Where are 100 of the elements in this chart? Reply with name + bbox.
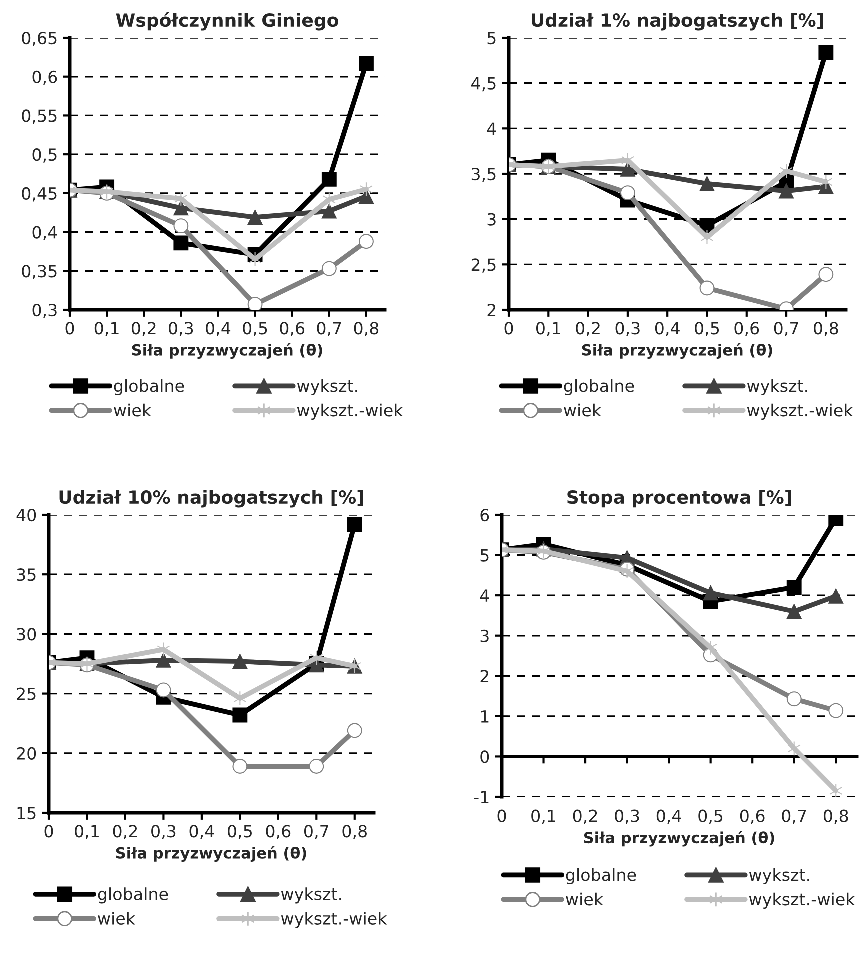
legend-label: wykszt. — [749, 868, 810, 885]
legend-label: wiek — [564, 404, 602, 417]
point — [174, 218, 189, 234]
legend-label: globalne — [114, 379, 184, 396]
point — [322, 261, 337, 276]
legend-label: wykszt.-wiek — [281, 912, 388, 928]
point — [232, 759, 248, 774]
x-tick-label: 0,2 — [573, 810, 598, 824]
point — [779, 184, 794, 199]
y-tick-label: 4,5 — [472, 78, 496, 92]
y-tick-label: -1 — [474, 791, 489, 804]
y-tick-label: 1 — [481, 710, 489, 723]
y-tick-label: 40 — [16, 508, 36, 522]
x-tick-label: 0,6 — [734, 322, 760, 336]
x-tick-label: 0 — [504, 322, 514, 335]
y-tick-label: 5 — [480, 549, 489, 562]
y-tick-label: 0,3 — [32, 304, 57, 318]
y-tick-label: 0,6 — [32, 70, 58, 86]
point — [310, 650, 324, 666]
y-tick-label: 2 — [480, 670, 489, 682]
legend-label: globalne — [566, 868, 636, 885]
legend-label: wykszt.-wiek — [749, 892, 856, 909]
x-tick-label: 0,6 — [740, 810, 765, 824]
point — [232, 708, 248, 723]
point — [828, 703, 844, 718]
y-tick-label: 0,5 — [32, 148, 57, 163]
point — [248, 210, 263, 225]
point — [620, 186, 636, 201]
legend-label: wykszt. — [281, 888, 342, 904]
point — [704, 640, 718, 656]
x-tick-label: 0,8 — [814, 322, 838, 336]
point — [830, 783, 843, 797]
legend-label: globalne — [564, 379, 634, 396]
x-tick-label: 0,8 — [824, 810, 848, 824]
point — [700, 280, 715, 296]
legend-label: wykszt.-wiek — [747, 404, 854, 420]
point — [156, 682, 172, 698]
point — [818, 267, 834, 282]
point — [620, 162, 636, 177]
point — [174, 236, 189, 251]
x-tick-label: 0,4 — [190, 825, 214, 840]
x-tick-label: 0,2 — [132, 322, 156, 336]
point — [322, 172, 337, 187]
point — [347, 517, 362, 532]
legend-label: wiek — [98, 912, 136, 925]
y-tick-label: 2 — [488, 304, 496, 316]
y-tick-label: 0,4 — [32, 226, 58, 241]
y-tick-label: 4 — [480, 590, 490, 602]
chart-title: Stopa procentowa [%] — [568, 490, 792, 508]
y-tick-label: 3,5 — [472, 168, 496, 182]
x-tick-label: 0,7 — [782, 810, 806, 824]
x-tick-label: 0,3 — [152, 825, 176, 840]
y-tick-label: 35 — [17, 568, 36, 582]
y-tick-label: 4 — [487, 122, 496, 135]
x-tick-label: 0,7 — [317, 322, 342, 336]
x-tick-label: 0,5 — [695, 322, 720, 336]
x-tick-label: 0,2 — [113, 825, 138, 840]
x-tick-label: 0,7 — [774, 322, 798, 336]
point — [232, 654, 248, 670]
x-tick-label: 0,4 — [655, 322, 680, 336]
point — [174, 200, 189, 216]
x-tick-label: 0,1 — [94, 322, 119, 336]
x-tick-label: 0,1 — [536, 322, 560, 336]
x-tick-label: 0,1 — [75, 825, 99, 840]
y-tick-label: 0,45 — [22, 187, 57, 202]
legend-label: wykszt. — [297, 379, 358, 396]
point — [157, 642, 170, 658]
x-tick-label: 0,7 — [304, 825, 328, 840]
point — [360, 182, 374, 198]
chart-title: Udział 1% najbogatszych [%] — [532, 13, 824, 31]
point — [820, 174, 833, 190]
x-axis-title: Siła przyzwyczajeń (θ) — [584, 831, 774, 847]
chart-title: Współczynnik Giniego — [116, 12, 338, 31]
point — [621, 152, 634, 168]
point — [786, 692, 802, 707]
x-tick-label: 0,5 — [228, 825, 252, 840]
x-tick-label: 0,4 — [656, 810, 682, 824]
y-tick-label: 2,5 — [472, 258, 496, 273]
legend-label: globalne — [98, 888, 168, 904]
legend-label: wiek — [114, 404, 152, 417]
point — [786, 604, 802, 620]
point — [359, 56, 374, 72]
x-tick-label: 0,8 — [354, 322, 379, 336]
legend-label: wiek — [566, 892, 604, 906]
x-tick-label: 0,2 — [576, 322, 600, 336]
point — [234, 691, 247, 706]
point — [700, 230, 714, 245]
y-tick-label: 0 — [480, 750, 490, 764]
x-tick-label: 0,3 — [616, 322, 640, 336]
y-tick-label: 6 — [480, 508, 490, 522]
x-tick-label: 0,5 — [698, 810, 723, 824]
x-axis-title: Siła przyzwyczajeń (θ) — [132, 343, 322, 360]
chart-title: Udział 10% najbogatszych [%] — [60, 490, 364, 508]
point — [174, 191, 188, 206]
x-axis-title: Siła przyzwyczajeń (θ) — [116, 846, 306, 862]
x-tick-label: 0,6 — [280, 322, 305, 336]
point — [309, 759, 324, 774]
x-tick-label: 0 — [66, 322, 74, 335]
x-tick-label: 0,4 — [206, 322, 231, 336]
y-tick-label: 0,35 — [22, 265, 57, 280]
